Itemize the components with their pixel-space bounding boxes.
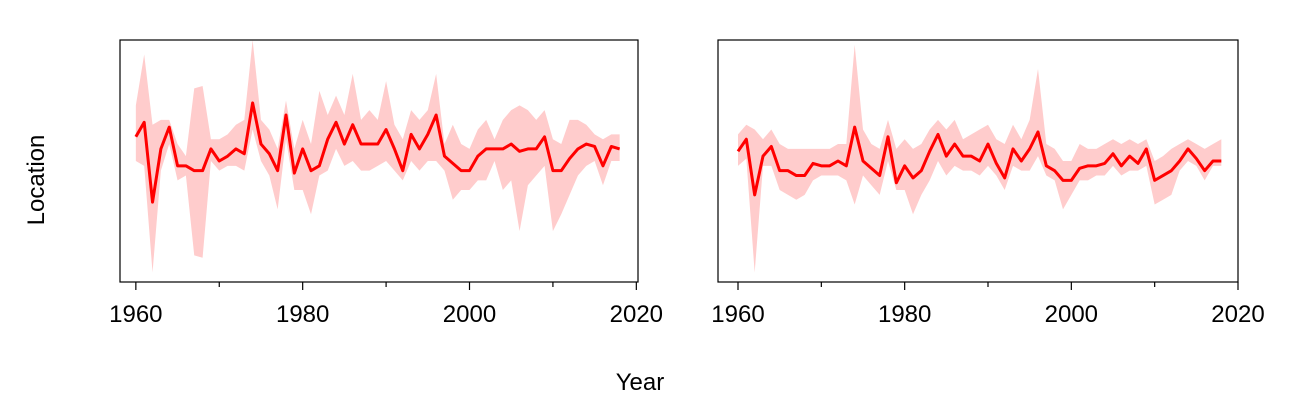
x-tick-label: 1980 [878,301,931,328]
x-tick-label: 2020 [1211,301,1264,328]
x-axis-label: Year [616,369,665,396]
x-tick-label: 1980 [276,301,329,328]
x-tick-label: 2000 [443,301,496,328]
line [736,125,1222,197]
x-tick-label: 2020 [610,301,663,328]
x-tick-label: 1960 [109,301,162,328]
plot-frame [717,39,1239,283]
line [134,101,621,204]
confidence-band [135,40,620,273]
x-tick-label: 1960 [711,301,764,328]
x-tick-label: 2000 [1045,301,1098,328]
y-axis-label: Location [23,135,50,226]
plot-frame [119,39,639,283]
